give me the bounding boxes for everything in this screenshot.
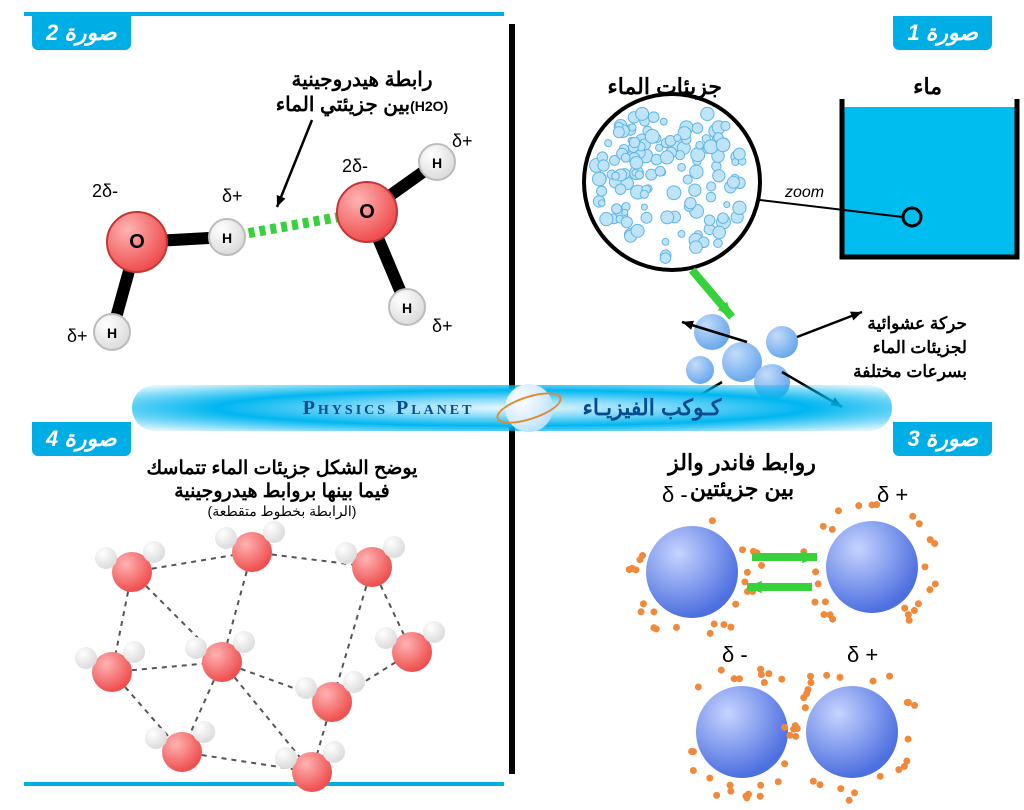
p1-motion-text: حركة عشوائية لجزيئات الماء بسرعات مختلفة [853,312,967,383]
p2-title-l2-wrap: بين جزيئتي الماء(H2O) [232,92,492,117]
p1-molecules-label: جزيئات الماء [607,74,722,100]
svg-text:δ -: δ - [722,642,748,667]
svg-text:O: O [129,231,145,253]
p3-title-l1: روابط فاندر والز [612,450,872,476]
svg-text:O: O [359,201,375,223]
svg-text:δ+: δ+ [67,326,88,346]
svg-text:δ +: δ + [847,642,878,667]
logo-text-en: Physics Planet [303,397,475,420]
p4-title-l1: يوضح الشكل جزيئات الماء تتماسك [92,457,472,480]
svg-text:H: H [402,300,412,316]
p3-title-l2: بين جزيئتين [612,476,872,502]
p4-title: يوضح الشكل جزيئات الماء تتماسك فيما بينه… [92,457,472,520]
svg-text:H: H [107,325,117,341]
p1-zoom-label: zoom [785,184,824,202]
svg-text:2δ-: 2δ- [342,156,368,176]
p2-title-l1: رابطة هيدروجينية [232,67,492,92]
svg-text:2δ-: 2δ- [92,181,118,201]
svg-text:δ+: δ+ [432,316,453,336]
p1-motion-l1: حركة عشوائية [853,312,967,336]
planet-icon [505,384,553,432]
svg-text:H: H [222,230,232,246]
svg-text:δ +: δ + [877,482,908,507]
diagram-frame: صورة 1 صورة 2 صورة 3 صورة 4 Physics Plan… [12,12,1012,786]
p2-title: رابطة هيدروجينية بين جزيئتي الماء(H2O) [232,67,492,117]
logo-strip: Physics Planet كـوكب الفيزيـاء [132,385,892,431]
p4-title-l3: (الرابطة بخطوط متقطعة) [92,503,472,520]
p1-water-label: ماء [913,74,942,100]
svg-text:δ+: δ+ [222,186,243,206]
svg-text:H: H [432,155,442,171]
svg-text:δ+: δ+ [452,131,473,151]
p1-motion-l3: بسرعات مختلفة [853,360,967,384]
p3-title: روابط فاندر والز بين جزيئتين [612,450,872,502]
p4-title-l2: فيما بينها بروابط هيدروجينية [92,480,472,503]
logo-text-ar: كـوكب الفيزيـاء [583,395,722,421]
p1-motion-l2: لجزيئات الماء [853,336,967,360]
